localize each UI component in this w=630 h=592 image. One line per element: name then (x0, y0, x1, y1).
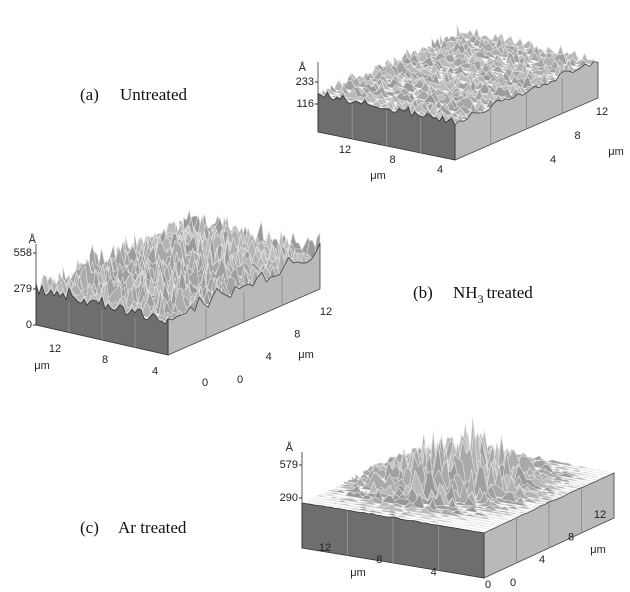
z-tick-label: 0 (26, 319, 32, 331)
front-tick-label: 12 (319, 542, 331, 554)
z-tick-label: 558 (14, 247, 32, 259)
front-tick-label: 8 (376, 554, 382, 566)
panel-tag: (c) (80, 518, 99, 537)
panel-name: Untreated (120, 85, 188, 104)
front-tick-label: 4 (152, 366, 158, 378)
front-tick-label: 0 (202, 377, 208, 389)
side-tick-label: 4 (550, 154, 556, 166)
z-tick-label: 233 (296, 76, 314, 88)
side-tick-label: 8 (574, 130, 580, 142)
side-axis-label: μm (608, 146, 624, 158)
name: Ar treated (118, 518, 187, 537)
name-subscript: 3 (478, 292, 484, 306)
figure: Å2331161284μm4812μm(a)UntreatedÅ55827901… (0, 0, 630, 592)
z-unit: Å (29, 233, 37, 246)
front-tick-label: 8 (389, 154, 395, 166)
front-axis-label: μm (370, 170, 386, 182)
side-tick-label: 12 (594, 509, 606, 521)
name: Untreated (120, 85, 188, 104)
front-tick-label: 12 (49, 343, 61, 355)
side-axis-label: μm (298, 349, 314, 361)
front-tick-label: 4 (431, 567, 437, 579)
side-tick-label: 0 (237, 374, 243, 386)
front-axis-label: μm (350, 567, 366, 579)
side-tick-label: 0 (510, 577, 516, 589)
z-unit: Å (299, 61, 307, 74)
name: NH (453, 283, 478, 302)
side-tick-label: 4 (539, 554, 545, 566)
z-tick-label: 279 (14, 283, 32, 295)
front-tick-label: 8 (102, 354, 108, 366)
z-tick-label: 290 (280, 492, 298, 504)
front-tick-label: 4 (437, 164, 443, 176)
panel-name: Ar treated (118, 518, 187, 537)
front-tick-label: 12 (339, 144, 351, 156)
side-tick-label: 4 (266, 351, 272, 363)
z-tick-label: 579 (280, 459, 298, 471)
panel-tag: (a) (80, 85, 99, 104)
side-tick-label: 12 (596, 106, 608, 118)
side-tick-label: 8 (568, 532, 574, 544)
panel-tag: (b) (413, 283, 433, 302)
side-axis-label: μm (590, 544, 606, 556)
name-end: treated (487, 283, 534, 302)
side-tick-label: 12 (320, 306, 332, 318)
z-unit: Å (286, 441, 294, 454)
z-tick-label: 116 (296, 98, 314, 110)
side-tick-label: 8 (294, 329, 300, 341)
front-tick-label: 0 (485, 579, 491, 591)
panel: Å 579 290 12 8 4 0 μm 0 4 8 12 μm (c) Ar treated (80, 417, 614, 591)
front-axis-label: μm (34, 360, 50, 372)
panel: Å 233 116 12 8 4 μm 4 8 12 μm (a) Untreated (80, 24, 624, 182)
